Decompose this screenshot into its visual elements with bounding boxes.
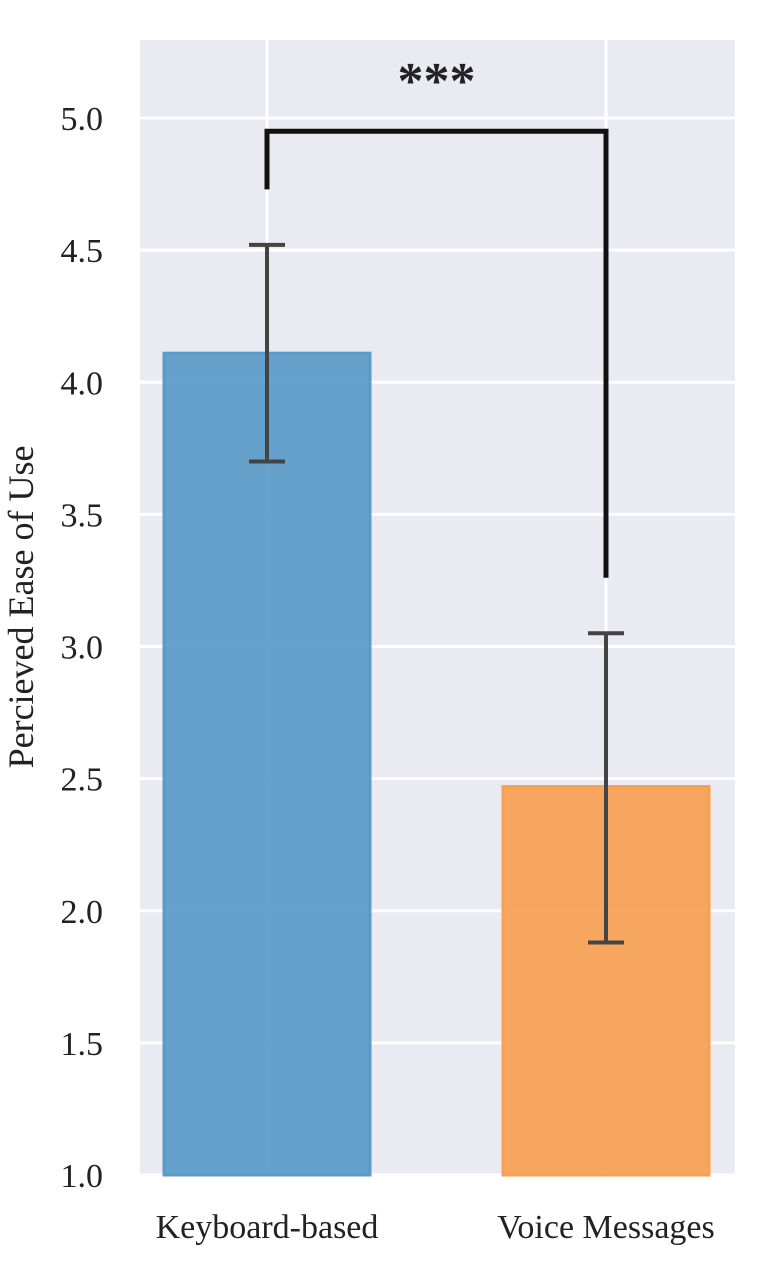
category-label: Voice Messages [497,1209,715,1246]
y-tick-label: 3.0 [61,630,104,667]
y-tick-label: 2.5 [61,762,104,799]
error-bars [249,242,624,945]
category-label: Keyboard-based [156,1209,379,1246]
y-tick-label: 1.5 [61,1026,104,1063]
y-tick-label: 1.0 [61,1158,104,1195]
y-tick-label: 3.5 [61,497,104,534]
bar-keyboard-based [162,351,372,1177]
y-tick-label: 2.0 [61,894,104,931]
bars [162,351,711,1177]
y-tick-label: 4.5 [61,233,104,270]
y-axis-label: Percieved Ease of Use [1,446,41,769]
y-tick-label: 4.0 [61,365,104,402]
y-tick-label: 5.0 [61,101,104,138]
significance-label: *** [398,53,476,110]
significance-bracket-line [264,128,609,578]
significance-bracket: *** [264,53,609,578]
y-tick-labels: 1.0 1.5 2.0 2.5 3.0 3.5 4.0 4.5 5.0 [61,101,104,1195]
category-labels: Keyboard-based Voice Messages [156,1209,715,1246]
